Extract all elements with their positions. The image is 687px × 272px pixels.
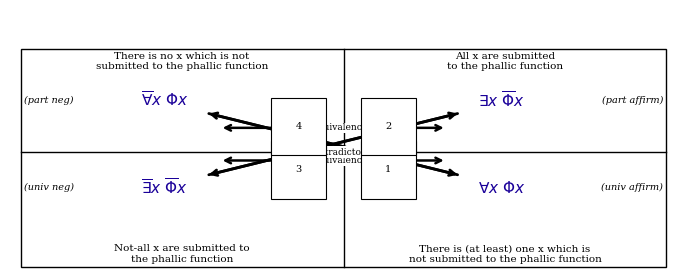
Bar	[21, 49, 666, 267]
Text: contradictories: contradictories	[308, 148, 379, 157]
Text: $\overline{\forall}x\ \Phi x$: $\overline{\forall}x\ \Phi x$	[141, 91, 189, 110]
Text: 1: 1	[385, 165, 392, 175]
Text: There is no x which is not
submitted to the phallic function: There is no x which is not submitted to …	[96, 52, 268, 71]
Text: (univ neg): (univ neg)	[24, 183, 74, 192]
Text: All x are submitted
to the phallic function: All x are submitted to the phallic funct…	[447, 52, 563, 71]
Text: (part affirm): (part affirm)	[602, 96, 663, 105]
Text: (univ affirm): (univ affirm)	[601, 183, 663, 192]
Text: There is (at least) one x which is
not submitted to the phallic function: There is (at least) one x which is not s…	[409, 245, 601, 264]
Text: 4: 4	[295, 122, 302, 131]
Text: Not-all x are submitted to
the phallic function: Not-all x are submitted to the phallic f…	[114, 245, 250, 264]
Text: $\exists x\ \overline{\Phi}x$: $\exists x\ \overline{\Phi}x$	[478, 91, 525, 111]
Text: ← equivalencies →: ← equivalencies →	[302, 123, 385, 132]
Text: 2: 2	[385, 122, 392, 131]
Text: ← equivalencies →: ← equivalencies →	[302, 156, 385, 165]
Text: $\forall x\ \Phi x$: $\forall x\ \Phi x$	[477, 180, 526, 196]
Text: $\overline{\exists}x\ \overline{\Phi}x$: $\overline{\exists}x\ \overline{\Phi}x$	[142, 178, 188, 198]
Text: (part neg): (part neg)	[24, 96, 74, 105]
Text: 3: 3	[295, 165, 302, 175]
